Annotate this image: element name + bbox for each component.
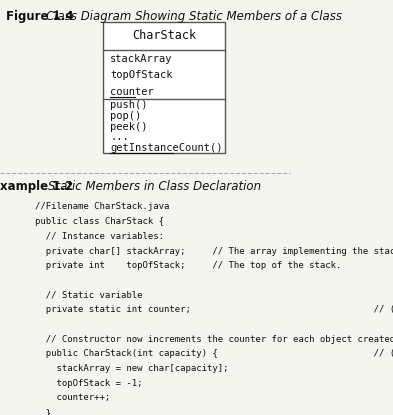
Text: Figure 1.4: Figure 1.4 <box>6 10 73 23</box>
Text: stackArray: stackArray <box>110 54 173 64</box>
Text: ...: ... <box>110 132 129 142</box>
Text: private int    topOfStack;     // The top of the stack.: private int topOfStack; // The top of th… <box>35 261 341 270</box>
Text: private static int counter;                                  // (1): private static int counter; // (1) <box>35 305 393 314</box>
Bar <box>103 22 225 153</box>
Text: }: } <box>35 408 51 415</box>
Text: public class CharStack {: public class CharStack { <box>35 217 164 226</box>
Text: peek(): peek() <box>110 122 148 132</box>
Text: private char[] stackArray;     // The array implementing the stack.: private char[] stackArray; // The array … <box>35 247 393 256</box>
Text: // Static variable: // Static variable <box>35 290 142 300</box>
Text: public CharStack(int capacity) {                             // (2): public CharStack(int capacity) { // (2) <box>35 349 393 359</box>
Text: topOfStack: topOfStack <box>110 70 173 80</box>
Text: counter++;: counter++; <box>35 393 110 403</box>
Text: pop(): pop() <box>110 111 141 121</box>
Text: xample 1.2: xample 1.2 <box>0 180 73 193</box>
Text: //Filename CharStack.java: //Filename CharStack.java <box>35 203 169 212</box>
Text: push(): push() <box>110 100 148 110</box>
Text: topOfStack = -1;: topOfStack = -1; <box>35 379 142 388</box>
Text: CharStack: CharStack <box>132 29 196 42</box>
Text: // Constructor now increments the counter for each object created.: // Constructor now increments the counte… <box>35 335 393 344</box>
Text: Class Diagram Showing Static Members of a Class: Class Diagram Showing Static Members of … <box>46 10 342 23</box>
Text: // Instance variables:: // Instance variables: <box>35 232 164 241</box>
Text: counter: counter <box>110 87 154 97</box>
Text: Static Members in Class Declaration: Static Members in Class Declaration <box>48 180 261 193</box>
Text: getInstanceCount(): getInstanceCount() <box>110 143 223 153</box>
Text: stackArray = new char[capacity];: stackArray = new char[capacity]; <box>35 364 228 373</box>
